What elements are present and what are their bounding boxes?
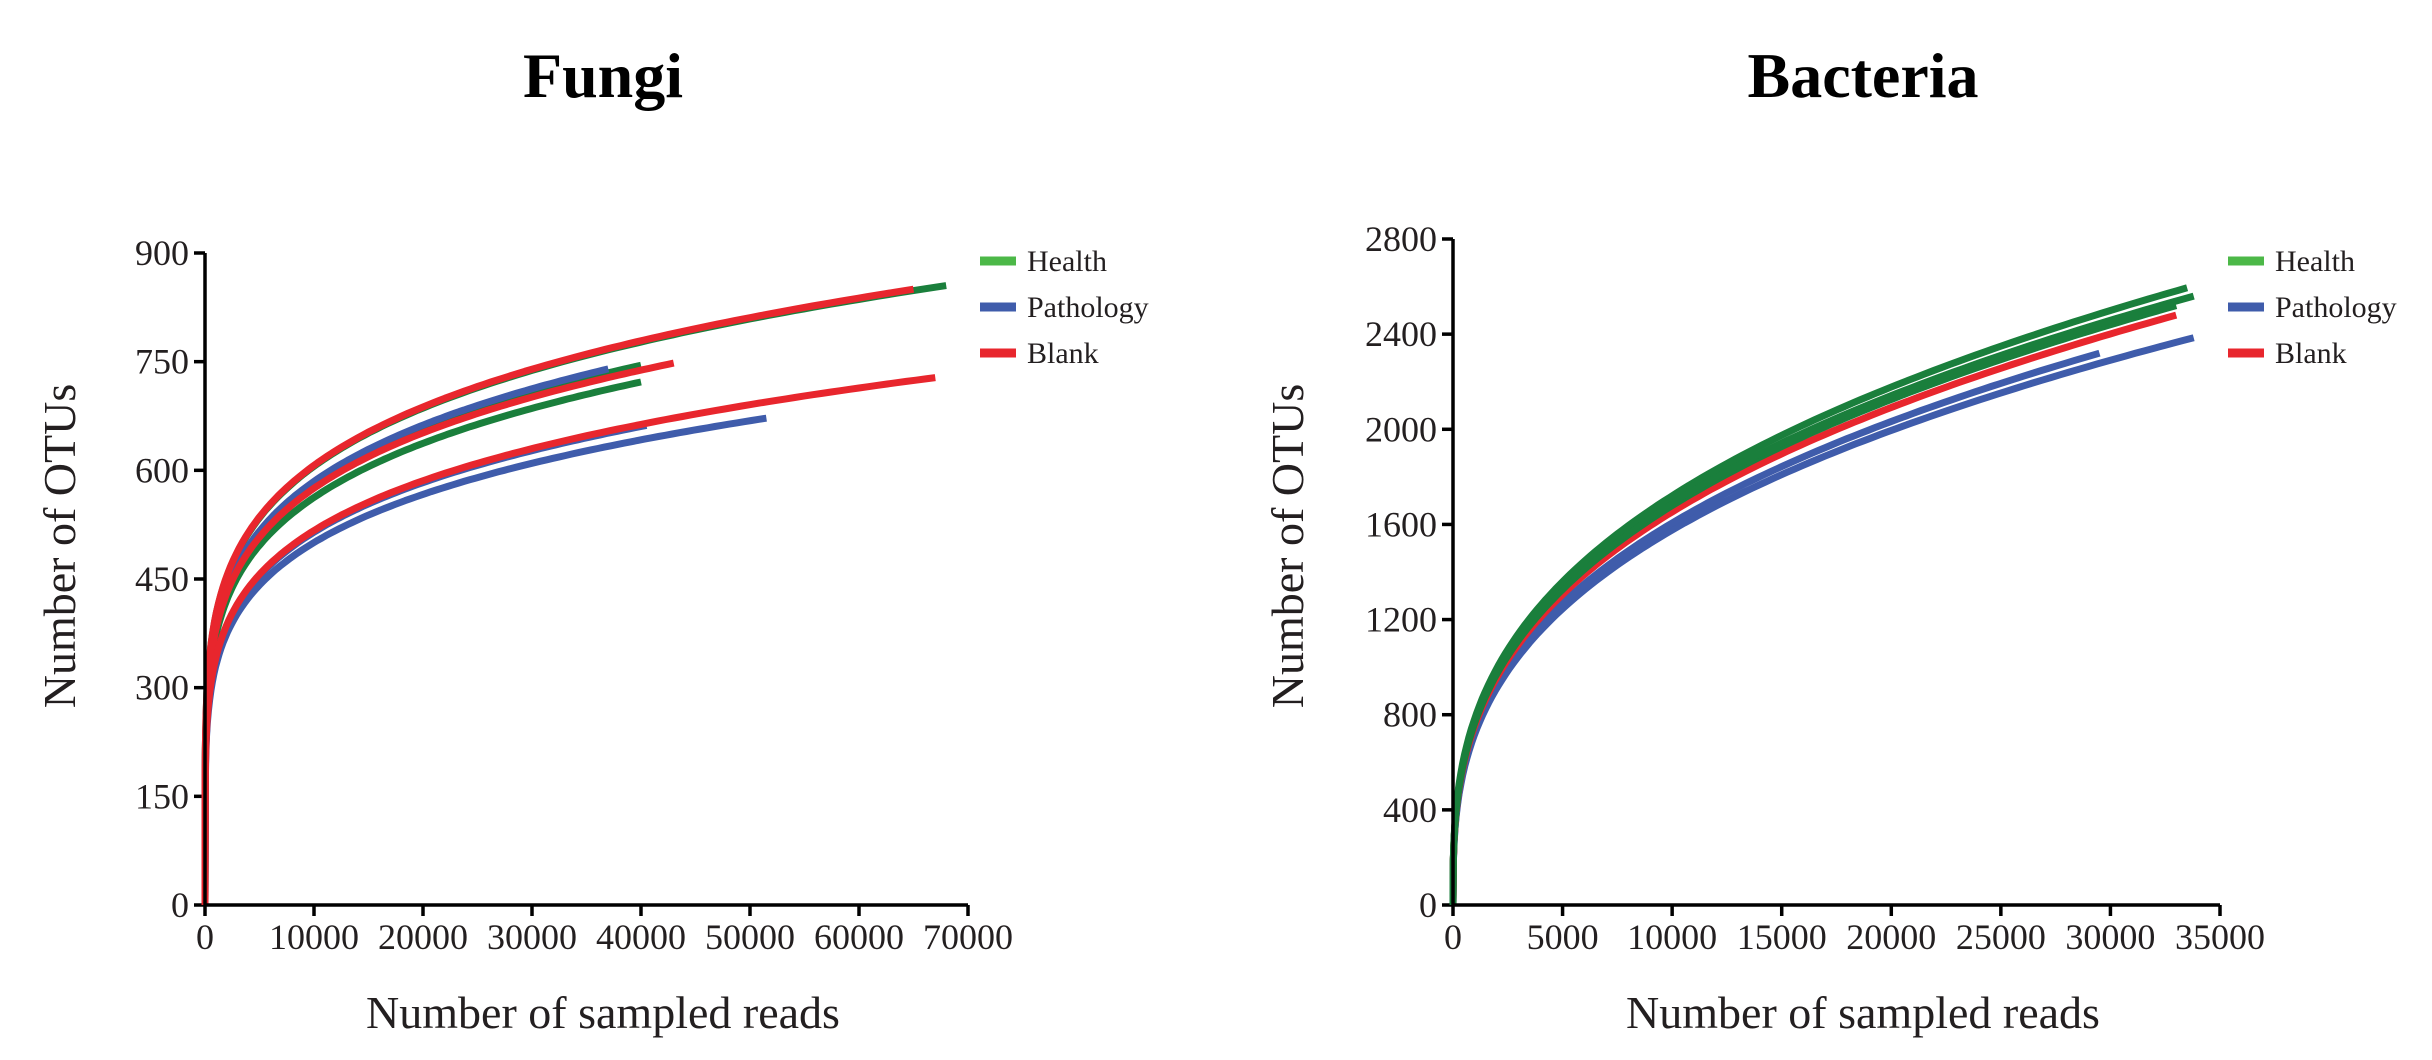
x-tick-label: 30000 [2065,917,2155,957]
y-tick-label: 1200 [1365,600,1437,640]
x-tick-label: 60000 [814,917,904,957]
x-tick-label: 5000 [1527,917,1599,957]
legend-label-pathology: Pathology [2275,291,2397,324]
legend: Health Pathology Blank [2228,245,2397,370]
x-tick-label: 50000 [705,917,795,957]
axes-group [1451,239,2220,907]
y-tick-label: 1600 [1365,504,1437,544]
x-tick-label: 15000 [1737,917,1827,957]
legend-label-health: Health [1027,245,1107,278]
x-tick-label: 35000 [2175,917,2265,957]
series-line-blank-6 [201,285,915,906]
y-axis-label: Number of OTUs [1262,384,1313,709]
curves-group [1449,284,2195,906]
x-axis-label: Number of sampled reads [1626,987,2100,1038]
chart-title: Bacteria [1748,40,1979,111]
y-axis-label: Number of OTUs [34,384,85,709]
x-tick-label: 25000 [1956,917,2046,957]
legend-label-health: Health [2275,245,2355,278]
y-tick-label: 0 [1419,885,1437,925]
y-tick-label: 2000 [1365,409,1437,449]
y-tick-label: 0 [171,885,189,925]
x-tick-label: 0 [196,917,214,957]
y-tick-label: 450 [135,559,189,599]
x-tick-label: 20000 [1846,917,1936,957]
x-tick-label: 30000 [487,917,577,957]
series-line-pathology-4 [201,421,648,906]
axes-group [203,253,968,907]
ticks-group: 0 10000 20000 30000 40000 50000 60000 70000 0 150… [135,233,1013,957]
x-tick-label: 10000 [269,917,359,957]
chart-title: Fungi [523,40,683,111]
legend-label-pathology: Pathology [1027,291,1149,324]
y-tick-label: 300 [135,668,189,708]
x-tick-label: 40000 [596,917,686,957]
bacteria-chart: Bacteria Number of sampled reads Number … [1262,40,2397,1038]
legend-label-blank: Blank [1027,337,1099,370]
x-tick-label: 0 [1444,917,1462,957]
y-tick-label: 400 [1383,790,1437,830]
x-tick-label: 20000 [378,917,468,957]
curves-group [201,282,947,906]
legend: Health Pathology Blank [980,245,1149,370]
series-line-health-2 [201,378,642,906]
legend-label-blank: Blank [2275,337,2347,370]
y-tick-label: 600 [135,450,189,490]
y-tick-label: 2400 [1365,314,1437,354]
x-axis-label: Number of sampled reads [366,987,840,1038]
fungi-chart: Fungi Number of sampled reads Number of … [34,40,1149,1038]
fungi-chart-panel: Fungi Number of sampled reads Number of … [34,40,1149,1038]
ticks-group: 0 5000 10000 15000 20000 25000 30000 35000 0 400 8… [1365,219,2265,957]
y-tick-label: 750 [135,342,189,382]
series-line-blank-8 [201,374,936,906]
x-tick-label: 70000 [923,917,1013,957]
y-tick-label: 900 [135,233,189,273]
series-line-health-7 [1449,284,2189,906]
bacteria-chart-panel: Bacteria Number of sampled reads Number … [1216,0,2432,1060]
series-line-pathology-3 [201,414,767,906]
series-line-blank-7 [201,359,675,906]
y-tick-label: 2800 [1365,219,1437,259]
y-tick-label: 150 [135,776,189,816]
y-tick-label: 800 [1383,695,1437,735]
x-tick-label: 10000 [1627,917,1717,957]
